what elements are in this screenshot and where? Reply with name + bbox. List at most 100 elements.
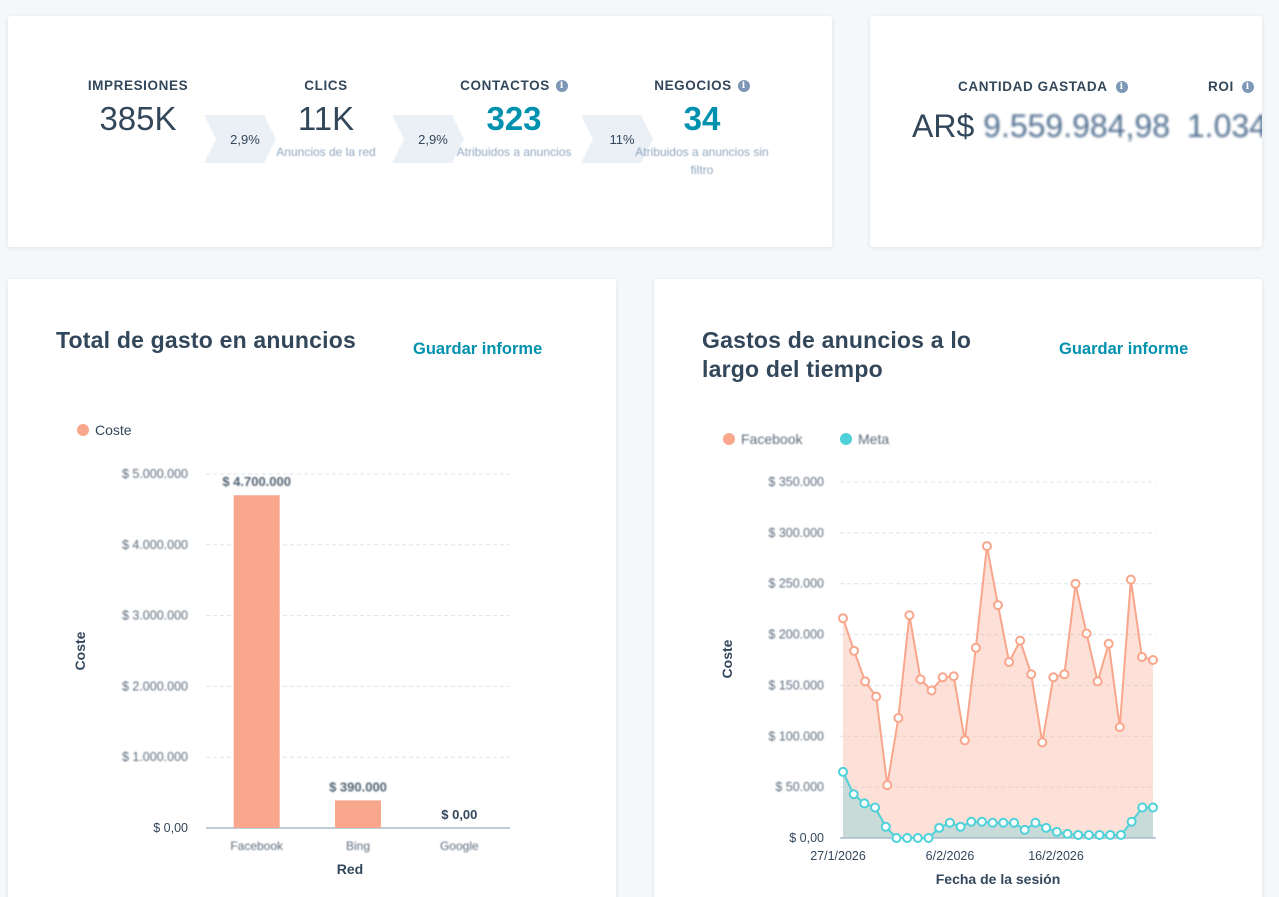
x-tick-label: 16/2/2026 [1028,849,1084,863]
data-point [1070,578,1081,589]
y-tick-label: $ 0,00 [153,821,188,835]
metric-impresiones: IMPRESIONES 385K [63,78,213,139]
info-icon[interactable]: i [1241,80,1254,93]
x-axis-title: Red [337,861,363,877]
y-tick-label: $ 50.000 [775,780,824,794]
x-axis-title: Fecha de la sesión [936,871,1061,887]
conversion-arrow: 11% [581,115,653,163]
data-point [987,817,998,828]
data-point [1115,829,1126,840]
legend-item[interactable]: Meta [840,431,889,447]
x-tick-label: Google [440,839,479,853]
y-tick-label: $ 4.000.000 [122,538,188,552]
info-icon[interactable]: i [555,79,568,92]
data-point [937,672,948,683]
data-point [870,802,881,813]
metric-clics: CLICS 11K Anuncios de la red [251,78,401,161]
data-point [860,676,871,687]
data-point [1041,822,1052,833]
data-point [838,613,848,624]
data-point [1081,628,1092,639]
card-title: Gastos de anuncios a lo largo del tiempo [702,327,972,382]
data-point [1019,824,1030,835]
y-tick-label: $ 200.000 [768,628,824,642]
legend-dot [77,424,89,436]
conversion-arrow: 2,9% [392,115,464,163]
y-tick-label: $ 350.000 [768,475,824,489]
conversion-rate: 2,9% [230,131,260,147]
data-point [848,789,859,800]
metric-subtitle: Anuncios de la red [276,145,376,159]
amount-spent-label: CANTIDAD GASTADA i [958,79,1128,94]
data-point [955,821,966,832]
data-point [1092,676,1103,687]
data-point [1114,722,1125,733]
legend-dot [840,433,852,445]
conversion-rate: 2,9% [418,131,448,147]
legend-label: Meta [858,431,890,447]
bar [335,800,381,828]
chevron-right-icon [204,115,276,163]
data-point [1105,829,1116,840]
x-tick-label: 6/2/2026 [926,849,975,863]
save-report-link[interactable]: Guardar informe [413,340,543,358]
data-point [1083,829,1094,840]
data-point [1051,826,1062,837]
data-point [1059,669,1070,680]
legend-item[interactable]: Facebook [723,431,802,447]
data-point [923,833,934,843]
roi-blurred: 1.034 [1186,108,1262,144]
legend-dot [723,433,735,445]
data-point [859,798,870,809]
data-point [926,685,937,696]
y-tick-label: $ 3.000.000 [122,609,188,623]
save-report-link[interactable]: Guardar informe [1059,340,1189,358]
data-point [1094,829,1105,840]
bar-value-label: $ 4.700.000 [222,474,291,489]
data-point [970,642,981,653]
info-icon[interactable]: i [737,79,750,92]
data-point [904,610,915,621]
y-tick-label: $ 300.000 [768,526,824,540]
metric-contactos: CONTACTOS i 323 Atribuidos a anuncios [439,78,589,161]
x-tick-label: Facebook [230,839,284,853]
data-point [891,833,902,843]
info-icon[interactable]: i [1115,80,1128,93]
data-point [1009,817,1020,828]
bar-chart: $ 0,00 $ 1.000.000 $ 2.000.000 $ 3.000.000 $… [72,467,510,877]
spend-card: CANTIDAD GASTADA i ROI i AR$ 9.559.984,9… [870,16,1262,247]
y-tick-label: $ 100.000 [768,729,824,743]
x-tick-label: 27/1/2026 [810,849,866,863]
line-chart: $ 0,00 $ 50.000 $ 100.000 $ 150.000 $ 200.00… [719,475,1158,887]
data-point [1026,669,1037,680]
metric-subtitle: Atribuidos a anuncios [456,145,572,159]
funnel-card: IMPRESIONES 385K 2,9% CLICS 11K Anuncios… [8,16,832,247]
metric-label: CONTACTOS [460,78,550,93]
data-point [1126,816,1137,827]
chevron-right-icon [392,115,464,163]
line-chart-card: Gastos de anuncios a lo largo del tiempo… [654,279,1262,897]
data-point [902,833,913,843]
bar-chart-card: Total de gasto en anuncios Guardar infor… [8,279,616,897]
metric-value: 385K [99,100,177,137]
y-tick-label: $ 1.000.000 [122,750,188,764]
data-point [838,766,848,777]
data-point [948,671,959,682]
amount-blurred: 9.559.984,98 [983,108,1170,144]
legend-item[interactable]: Coste [77,422,132,438]
data-point [981,541,992,552]
x-tick-label: Bing [346,839,370,853]
data-point [959,735,970,746]
legend-label: Facebook [741,431,803,447]
data-point [893,712,904,723]
data-point [871,691,882,702]
data-point [1136,651,1147,662]
metric-label: CLICS [304,78,348,93]
series-area [843,771,1153,838]
data-point [1062,828,1073,839]
data-point [912,833,923,843]
bar-value-label: $ 0,00 [441,807,477,822]
metric-value: 11K [297,100,355,137]
amount-spent-value: AR$ 9.559.984,98 1.034 [912,108,1262,144]
data-point [1037,737,1048,748]
